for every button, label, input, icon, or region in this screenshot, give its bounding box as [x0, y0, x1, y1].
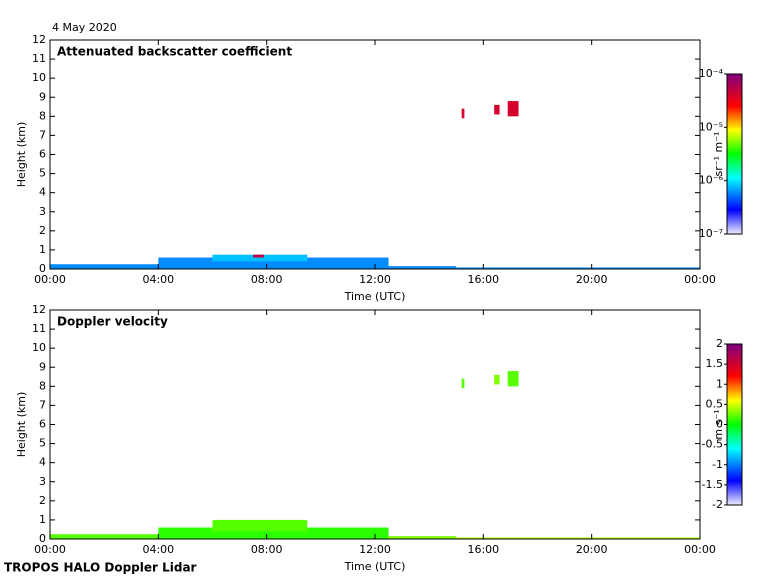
- x-axis-label: Time (UTC): [344, 290, 406, 303]
- date: 4 May 2020: [52, 21, 117, 34]
- y-tick-label: 2: [39, 224, 46, 237]
- x-tick-label: 20:00: [576, 273, 608, 286]
- y-tick-label: 1: [39, 243, 46, 256]
- x-tick-label: 20:00: [576, 543, 608, 556]
- colorbar-tick-label: 1: [716, 377, 723, 390]
- colorbar-tick-label: 1.5: [706, 357, 724, 370]
- x-tick-label: 08:00: [251, 273, 283, 286]
- colorbar-tick-label: -1.5: [702, 478, 723, 491]
- y-tick-label: 4: [39, 186, 46, 199]
- x-tick-label: 04:00: [142, 543, 174, 556]
- x-tick-label: 00:00: [34, 543, 66, 556]
- x-tick-label: 16:00: [467, 273, 499, 286]
- x-axis-label: Time (UTC): [344, 560, 406, 573]
- echo: [456, 537, 700, 539]
- echo: [388, 266, 457, 269]
- colorbar-tick-label: 10⁻⁵: [699, 120, 723, 133]
- echo: [461, 108, 465, 119]
- y-tick-label: 8: [39, 109, 46, 122]
- y-tick-label: 4: [39, 456, 46, 469]
- colorbar-tick-label: 0.5: [706, 397, 724, 410]
- colorbar-tick-label: 0: [716, 418, 723, 431]
- x-tick-label: 04:00: [142, 273, 174, 286]
- y-tick-label: 9: [39, 90, 46, 103]
- y-tick-label: 11: [32, 322, 46, 335]
- echo: [461, 378, 465, 389]
- echo: [158, 257, 389, 269]
- echo: [507, 371, 519, 387]
- x-tick-label: 00:00: [34, 273, 66, 286]
- y-tick-label: 0: [39, 532, 46, 545]
- y-tick-label: 10: [32, 341, 46, 354]
- colorbar-tick-label: -1: [712, 458, 723, 471]
- plot-frame: [49, 39, 701, 270]
- colorbar-label: sr⁻¹ m⁻¹: [712, 132, 725, 177]
- echo: [212, 254, 308, 262]
- echo: [494, 104, 500, 115]
- y-tick-label: 10: [32, 71, 46, 84]
- colorbar-tick-label: 2: [716, 337, 723, 350]
- echo: [456, 267, 700, 269]
- y-tick-label: 3: [39, 205, 46, 218]
- y-tick-label: 7: [39, 398, 46, 411]
- x-tick-label: 08:00: [251, 543, 283, 556]
- panel-title: Attenuated backscatter coefficient: [57, 45, 292, 59]
- panel-title: Doppler velocity: [57, 315, 168, 329]
- echo: [50, 534, 167, 539]
- y-tick-label: 1: [39, 513, 46, 526]
- colorbar-tick-label: 10⁻⁷: [699, 227, 723, 240]
- echo: [253, 254, 264, 258]
- footer: TROPOS HALO Doppler Lidar: [4, 561, 197, 575]
- colorbar-tick-label: -0.5: [702, 438, 723, 451]
- y-tick-label: 0: [39, 262, 46, 275]
- colorbar: [726, 343, 743, 506]
- x-tick-label: 16:00: [467, 543, 499, 556]
- x-tick-label: 12:00: [359, 543, 391, 556]
- x-tick-label: 12:00: [359, 273, 391, 286]
- y-tick-label: 12: [32, 303, 46, 316]
- y-axis-label: Height (km): [15, 122, 28, 188]
- echo: [50, 264, 167, 269]
- echo: [158, 527, 389, 539]
- y-tick-label: 6: [39, 148, 46, 161]
- colorbar-label: m s⁻¹: [712, 409, 725, 439]
- y-tick-label: 12: [32, 33, 46, 46]
- y-axis-label: Height (km): [15, 392, 28, 458]
- y-tick-label: 5: [39, 167, 46, 180]
- x-tick-label: 00:00: [684, 273, 716, 286]
- echo: [494, 374, 500, 385]
- colorbar: [726, 73, 743, 235]
- y-tick-label: 7: [39, 128, 46, 141]
- echo: [212, 519, 308, 532]
- echo: [388, 536, 457, 539]
- echo: [507, 101, 519, 117]
- y-tick-label: 6: [39, 418, 46, 431]
- y-tick-label: 9: [39, 360, 46, 373]
- y-tick-label: 11: [32, 52, 46, 65]
- x-tick-label: 00:00: [684, 543, 716, 556]
- y-tick-label: 2: [39, 494, 46, 507]
- colorbar-tick-label: -2: [712, 498, 723, 511]
- y-tick-label: 8: [39, 379, 46, 392]
- colorbar-tick-label: 10⁻⁴: [699, 67, 724, 80]
- y-tick-label: 5: [39, 437, 46, 450]
- y-tick-label: 3: [39, 475, 46, 488]
- colorbar-tick-label: 10⁻⁶: [699, 174, 724, 187]
- plot-frame: [49, 309, 701, 540]
